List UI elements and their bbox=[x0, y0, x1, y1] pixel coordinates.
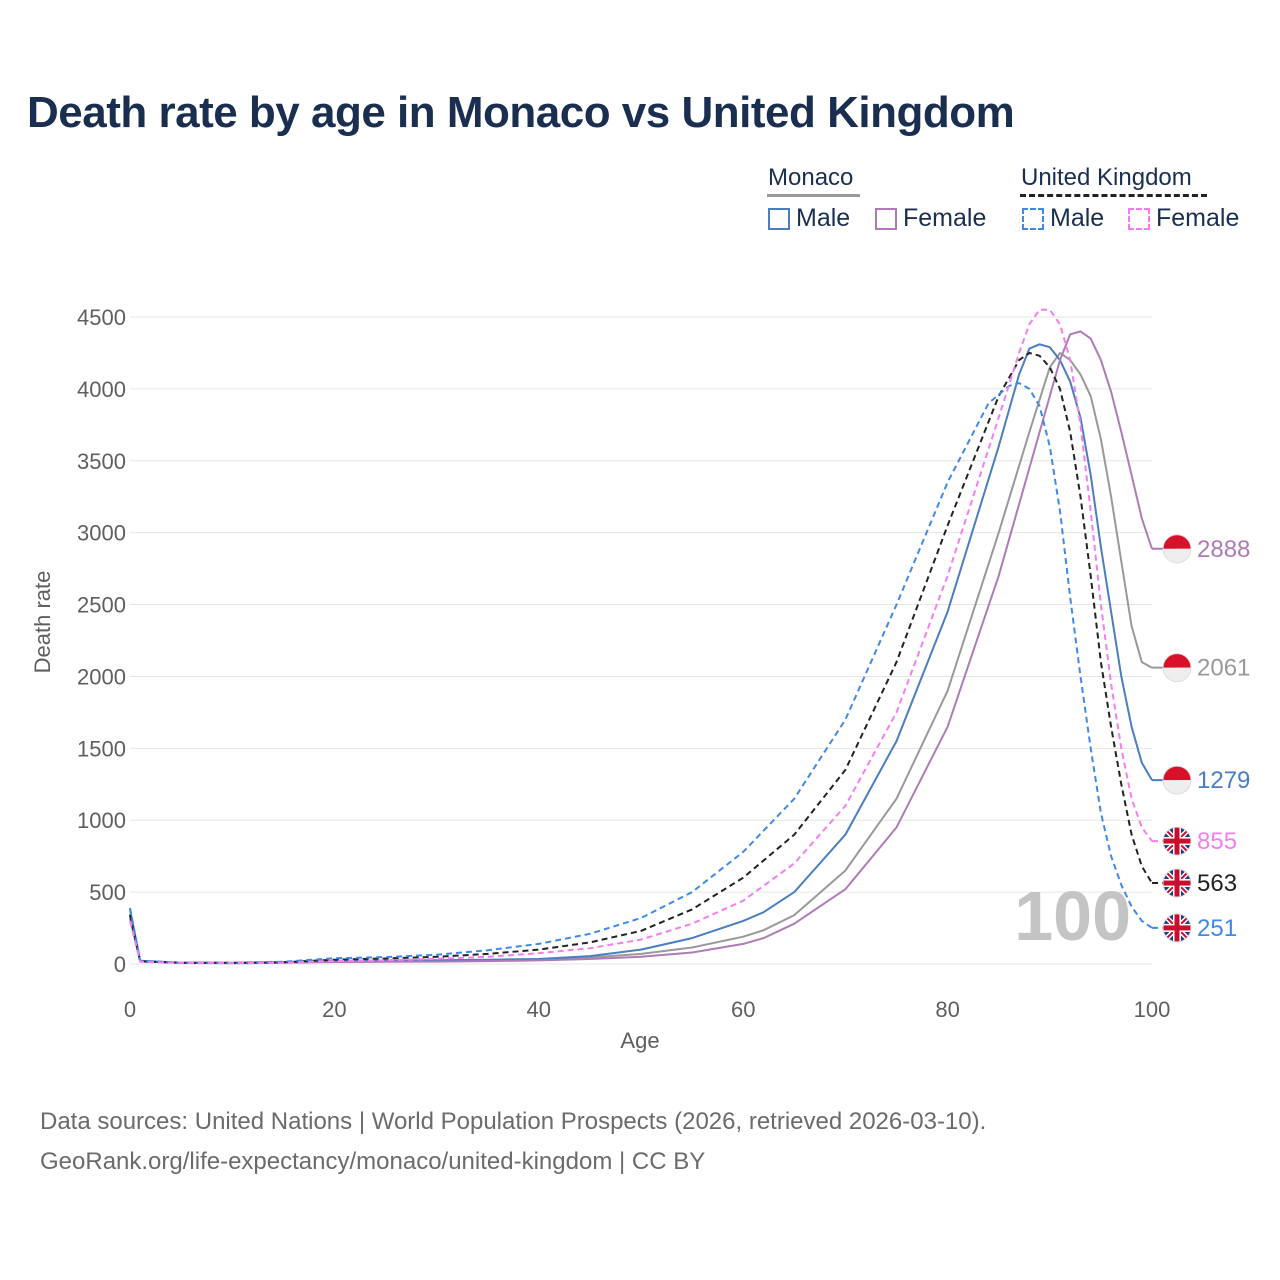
year-watermark: 100 bbox=[1014, 877, 1131, 955]
series-line-united-kingdom-male[interactable] bbox=[129, 382, 1153, 964]
legend-label-monaco-male: Male bbox=[796, 204, 851, 232]
legend-label-monaco-female: Female bbox=[903, 204, 987, 232]
uk-flag-icon bbox=[1162, 913, 1192, 943]
y-tick-1500: 1500 bbox=[77, 736, 126, 761]
x-axis-label: Age bbox=[620, 1028, 659, 1053]
y-tick-4000: 4000 bbox=[77, 377, 126, 402]
y-tick-4500: 4500 bbox=[77, 305, 126, 330]
legend-item-uk-female[interactable]: Female bbox=[1128, 204, 1239, 233]
legend-swatch-uk-female bbox=[1128, 207, 1150, 230]
y-tick-labels: 0 500 1000 1500 2000 2500 3000 3500 4000 4500 bbox=[77, 305, 126, 977]
uk-flag-icon bbox=[1162, 868, 1192, 898]
legend-group-monaco-title: Monaco bbox=[768, 164, 854, 191]
series-line-monaco-male[interactable] bbox=[129, 343, 1153, 964]
y-tick-2500: 2500 bbox=[77, 593, 126, 618]
end-label-monaco-total: 2061 bbox=[1197, 655, 1250, 682]
x-tick-20: 20 bbox=[322, 997, 346, 1022]
legend-item-monaco-male[interactable]: Male bbox=[768, 204, 850, 233]
x-tick-40: 40 bbox=[527, 997, 551, 1022]
monaco-flag-icon bbox=[1162, 534, 1192, 564]
chart-title: Death rate by age in Monaco vs United Ki… bbox=[27, 88, 1015, 137]
source-line-1: Data sources: United Nations | World Pop… bbox=[40, 1108, 987, 1135]
end-label-united-kingdom-female: 855 bbox=[1197, 828, 1237, 855]
series-lines bbox=[129, 308, 1153, 965]
end-label-monaco-female: 2888 bbox=[1197, 536, 1250, 563]
y-tick-3000: 3000 bbox=[77, 521, 126, 546]
monaco-flag-icon bbox=[1162, 765, 1192, 795]
x-tick-60: 60 bbox=[731, 997, 755, 1022]
series-line-united-kingdom-total[interactable] bbox=[129, 351, 1153, 964]
x-tick-labels: 0 20 40 60 80 100 bbox=[124, 997, 1170, 1022]
grid-lines bbox=[130, 316, 1152, 965]
legend-item-uk-male[interactable]: Male bbox=[1022, 204, 1104, 233]
series-line-monaco-female[interactable] bbox=[129, 330, 1153, 965]
x-tick-100: 100 bbox=[1134, 997, 1171, 1022]
end-markers: 2061 1279 2888 563 251 855 bbox=[1152, 534, 1250, 943]
x-tick-0: 0 bbox=[124, 997, 136, 1022]
legend-swatch-monaco-male bbox=[768, 207, 790, 230]
legend-label-uk-male: Male bbox=[1050, 204, 1105, 232]
y-tick-0: 0 bbox=[114, 952, 126, 977]
legend-item-monaco-female[interactable]: Female bbox=[875, 204, 986, 233]
legend-label-uk-female: Female bbox=[1156, 204, 1240, 232]
monaco-flag-icon bbox=[1162, 653, 1192, 683]
source-line-2[interactable]: GeoRank.org/life-expectancy/monaco/unite… bbox=[40, 1148, 706, 1175]
y-tick-500: 500 bbox=[89, 880, 126, 905]
legend-swatch-uk-male bbox=[1022, 207, 1044, 230]
y-tick-2000: 2000 bbox=[77, 664, 126, 689]
y-tick-3500: 3500 bbox=[77, 449, 126, 474]
end-label-united-kingdom-total: 563 bbox=[1197, 870, 1237, 897]
legend-group-monaco-line bbox=[767, 194, 860, 197]
y-tick-1000: 1000 bbox=[77, 808, 126, 833]
legend-swatch-monaco-female bbox=[875, 207, 897, 230]
series-line-united-kingdom-female[interactable] bbox=[129, 308, 1153, 964]
end-label-united-kingdom-male: 251 bbox=[1197, 915, 1237, 942]
x-tick-80: 80 bbox=[935, 997, 959, 1022]
legend-group-uk-title: United Kingdom bbox=[1021, 164, 1192, 191]
end-label-monaco-male: 1279 bbox=[1197, 767, 1250, 794]
uk-flag-icon bbox=[1162, 826, 1192, 856]
legend-group-uk-line bbox=[1020, 194, 1207, 197]
y-axis-label: Death rate bbox=[30, 571, 55, 674]
